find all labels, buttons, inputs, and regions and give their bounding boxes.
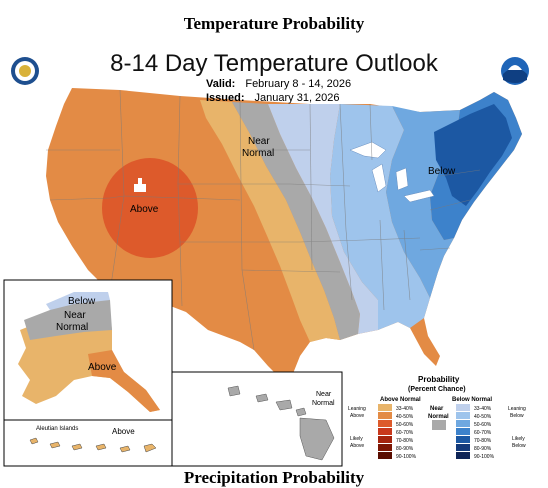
legend-below-swatch [456, 412, 470, 419]
legend-near-swatch [432, 420, 446, 430]
legend-below-swatch [456, 420, 470, 427]
valid-label: Valid: [206, 78, 236, 90]
state-borders [46, 89, 481, 351]
aleutian-inset-frame [3, 419, 173, 467]
legend-below-swatch [456, 444, 470, 451]
legend-above-range: 40-50% [396, 414, 414, 420]
legend-above-range: 70-80% [396, 438, 414, 444]
legend-below-range: 70-80% [474, 438, 492, 444]
legend-above-swatches [378, 404, 392, 459]
outlook-title: 8-14 Day Temperature Outlook [110, 50, 438, 77]
legend-below-ranges: 33-40% 40-50% 50-60% 60-70% 70-80% 80-90% 90-1… [474, 406, 495, 460]
hawaii-label-near-1: Near [316, 391, 332, 398]
aleutian-name: Aleutian Islands [36, 426, 78, 432]
legend-near-1: Near [430, 406, 444, 412]
alaska-label-near-2: Normal [56, 322, 88, 333]
legend-near-2: Normal [428, 414, 449, 420]
legend-above-header: Above Normal [380, 397, 421, 403]
legend-above-swatch [378, 412, 392, 419]
map-label-near-1: Near [248, 136, 270, 147]
legend-above-range: 33-40% [396, 406, 414, 412]
legend-below-range: 80-90% [474, 446, 492, 452]
region-below-70-80 [434, 104, 512, 206]
great-lakes [349, 141, 435, 203]
legend-above-swatch [378, 428, 392, 435]
page-footer: Precipitation Probability [183, 468, 365, 487]
issued-label: Issued: [206, 92, 245, 104]
legend-below-swatch [456, 404, 470, 411]
legend-above-swatch [378, 452, 392, 459]
legend-leaning-above-2: Above [350, 413, 364, 419]
legend-leaning-below-1: Leaning [508, 406, 526, 412]
legend-above-range: 90-100% [396, 454, 417, 460]
map-label-below: Below [428, 166, 456, 177]
alaska-region-near [24, 300, 112, 340]
legend-above-swatch [378, 436, 392, 443]
alaska-region-below [46, 292, 110, 310]
legend-leaning-below-2: Below [510, 413, 524, 419]
legend-title-1: Probability [418, 375, 460, 384]
valid-value: February 8 - 14, 2026 [245, 78, 352, 90]
legend-below-range: 40-50% [474, 414, 492, 420]
region-above-50-60 [102, 158, 198, 258]
legend-above-range: 80-90% [396, 446, 414, 452]
legend-below-range: 33-40% [474, 406, 492, 412]
legend-below-range: 50-60% [474, 422, 492, 428]
legend-below-swatch [456, 452, 470, 459]
legend-likely-below-1: Likely [512, 436, 525, 442]
legend-below-range: 60-70% [474, 430, 492, 436]
legend-below-header: Below Normal [452, 397, 492, 403]
legend-above-swatch [378, 444, 392, 451]
page-header: Temperature Probability [183, 14, 365, 33]
alaska-label-below: Below [68, 296, 96, 307]
legend-above-ranges: 33-40% 40-50% 50-60% 60-70% 70-80% 80-90% 90-1… [396, 406, 417, 460]
legend-above-swatch [378, 404, 392, 411]
legend-below-swatches [456, 404, 470, 459]
commerce-seal-icon [11, 57, 39, 85]
legend-title-2: (Percent Chance) [408, 386, 466, 393]
alaska-region-above-40-50 [88, 350, 160, 412]
legend-likely-above-2: Above [350, 443, 364, 449]
legend-above-swatch [378, 420, 392, 427]
legend-leaning-above-1: Leaning [348, 406, 366, 412]
issued-value: January 31, 2026 [254, 92, 340, 104]
legend-above-range: 60-70% [396, 430, 414, 436]
map-label-near-2: Normal [242, 148, 274, 159]
legend-likely-above-1: Likely [350, 436, 363, 442]
aleutian-islands-shapes [29, 437, 157, 453]
region-below-40-50 [330, 104, 430, 330]
region-above-33-40 [200, 100, 340, 342]
hawaii-label-near-2: Normal [312, 400, 335, 407]
valid-line: Valid: February 8 - 14, 2026 [206, 78, 351, 90]
legend-below-range: 90-100% [474, 454, 495, 460]
hawaii-islands-shapes [227, 385, 335, 461]
alaska-label-near-1: Near [64, 310, 86, 321]
noaa-logo-icon [501, 57, 529, 85]
legend-below-swatch [456, 428, 470, 435]
alaska-label-above: Above [88, 362, 117, 373]
white-marker [134, 178, 146, 192]
map-label-above: Above [130, 204, 159, 215]
legend-likely-below-2: Below [512, 443, 526, 449]
legend-below-swatch [456, 436, 470, 443]
region-near-normal [232, 102, 360, 340]
region-below-33-40 [268, 104, 378, 334]
legend-above-range: 50-60% [396, 422, 414, 428]
aleutian-label-above: Above [112, 427, 135, 436]
issued-line: Issued: January 31, 2026 [206, 92, 340, 104]
